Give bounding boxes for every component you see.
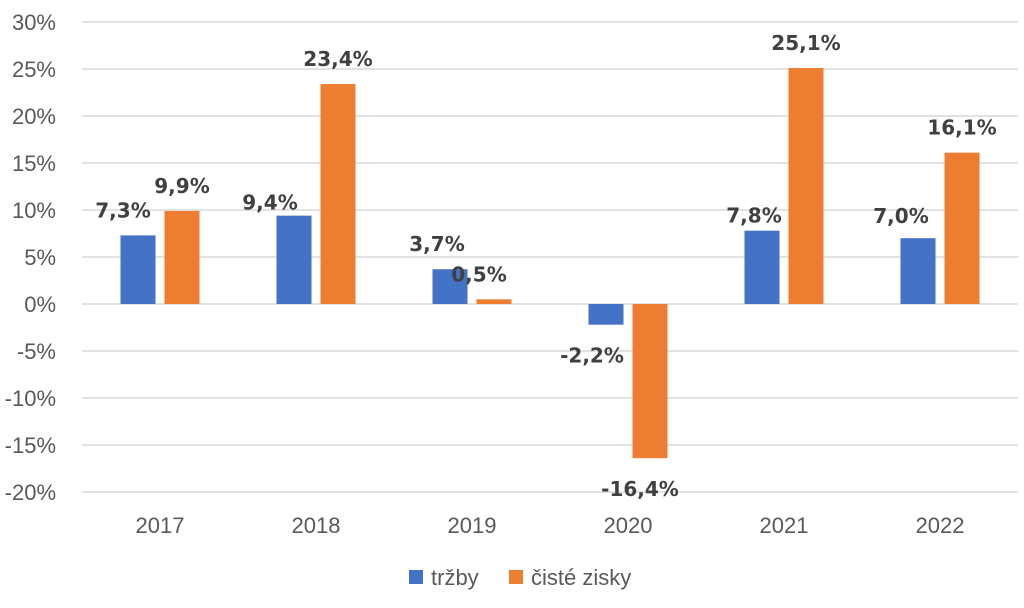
bar-ciste-zisky-2017 (164, 210, 200, 304)
y-tick-label: -15% (5, 433, 56, 458)
bar-ciste-zisky-2018 (320, 84, 356, 304)
bars (120, 68, 980, 459)
y-tick-label: 15% (12, 151, 56, 176)
x-tick-label: 2017 (136, 513, 185, 538)
bar-ciste-zisky-2019 (476, 299, 512, 304)
bar-trzby-2020 (588, 304, 624, 325)
data-labels: 7,3%9,9% 9,4% 23,4% 3,7% 0,5% -2,2% -16,4% 7,8%… (95, 31, 996, 501)
legend-swatch (409, 570, 423, 584)
bar-ciste-zisky-2021 (788, 68, 824, 304)
bar-trzby-2019 (432, 269, 468, 304)
x-tick-label: 2020 (604, 513, 653, 538)
y-tick-label: 20% (12, 104, 56, 129)
legend-swatch (509, 570, 523, 584)
data-label: 7,3% (95, 198, 150, 222)
y-tick-label: -20% (5, 480, 56, 505)
bar-trzby-2018 (276, 215, 312, 304)
data-label: 16,1% (927, 116, 996, 140)
bar-trzby-2017 (120, 235, 156, 304)
data-label: -16,4% (601, 477, 679, 501)
gridlines (82, 21, 1018, 493)
y-tick-label: 5% (24, 245, 56, 270)
x-tick-label: 2021 (760, 513, 809, 538)
legend: tržby čisté zisky (409, 565, 631, 590)
bar-trzby-2021 (744, 230, 780, 304)
data-label: 25,1% (771, 31, 840, 55)
y-axis-ticks: 30% 25% 20% 15% 10% 5% 0% -5% -10% -15% -20% (5, 10, 56, 505)
data-label: 0,5% (451, 262, 506, 286)
x-tick-label: 2019 (448, 513, 497, 538)
data-label: -2,2% (560, 344, 624, 368)
y-tick-label: 10% (12, 198, 56, 223)
legend-label: tržby (431, 565, 479, 590)
data-label: 9,4% (242, 191, 297, 215)
y-tick-label: 25% (12, 57, 56, 82)
bar-ciste-zisky-2022 (944, 152, 980, 304)
data-label: 23,4% (303, 47, 372, 71)
bar-ciste-zisky-2020 (632, 304, 668, 459)
y-tick-label: -10% (5, 386, 56, 411)
data-label: 7,0% (873, 204, 928, 228)
x-tick-label: 2022 (916, 513, 965, 538)
x-tick-label: 2018 (292, 513, 341, 538)
x-axis-ticks: 2017 2018 2019 2020 2021 2022 (136, 513, 965, 538)
y-tick-label: -5% (17, 339, 56, 364)
data-label: 9,9% (154, 174, 209, 198)
legend-label: čisté zisky (531, 565, 631, 590)
data-label: 3,7% (409, 232, 464, 256)
y-tick-label: 0% (24, 292, 56, 317)
data-label: 7,8% (726, 204, 781, 228)
y-tick-label: 30% (12, 10, 56, 35)
bar-trzby-2022 (900, 238, 936, 304)
